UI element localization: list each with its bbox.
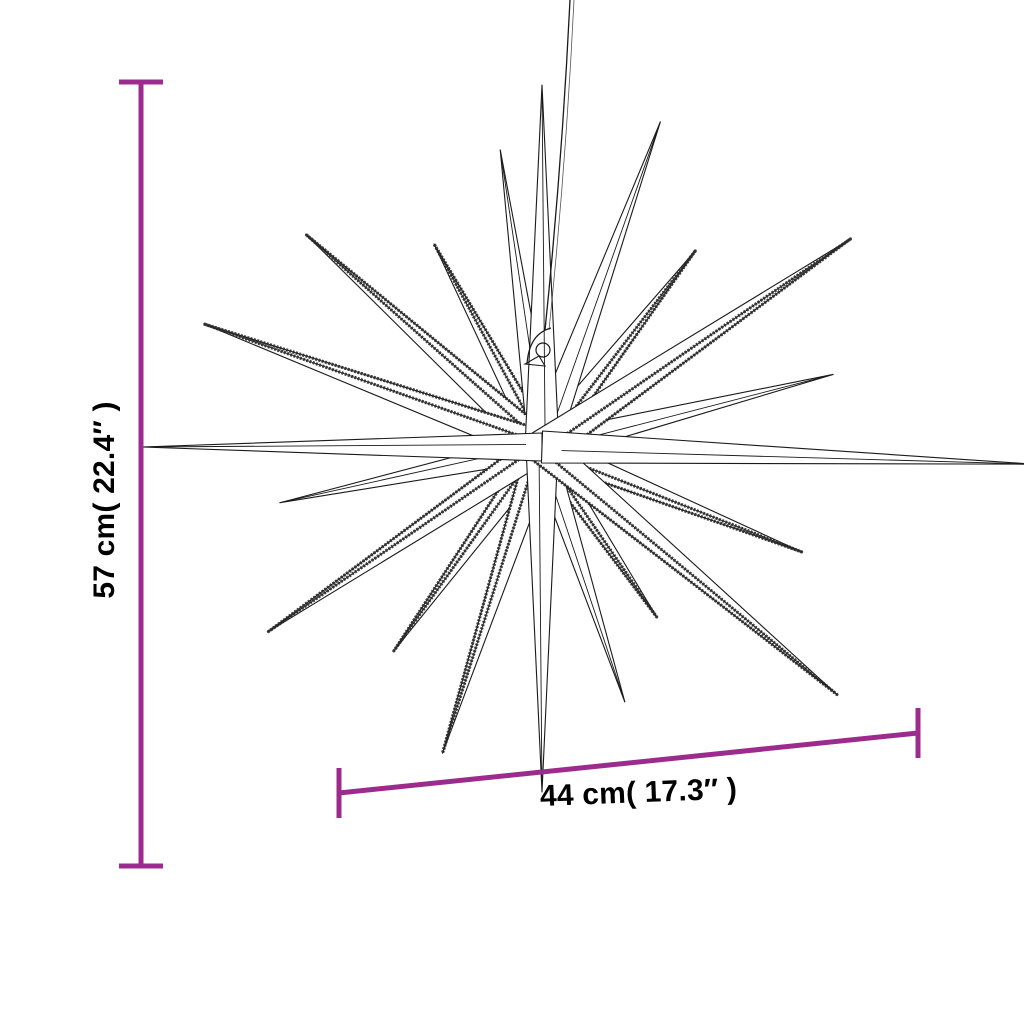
spike-shaded-edge (535, 451, 804, 554)
spike-body (524, 84, 560, 448)
spike-body (540, 430, 1024, 465)
star-spike (540, 430, 1024, 465)
spike-ridge (549, 121, 661, 436)
hanging-cord-highlight (548, 0, 575, 331)
hanging-loop-ring (535, 342, 551, 358)
spike-ridge (141, 444, 527, 448)
spike-ridge (541, 84, 546, 433)
width-dimension-line (338, 730, 919, 796)
moravian-star-illustration (141, 84, 1024, 793)
spike-ridge (542, 457, 626, 703)
spike-ridge (551, 458, 838, 695)
star-spike (524, 84, 560, 448)
spike-shaded-edge (266, 432, 536, 634)
spike-ridge (561, 450, 1024, 465)
star-spike (525, 446, 559, 793)
spike-shaded-edge (432, 242, 555, 443)
height-dimension-label: 57 cm( 22.4″ ) (88, 401, 121, 599)
hanging-loop-arc (526, 327, 552, 365)
dimension-callouts (119, 79, 921, 869)
hanging-cord-line (544, 0, 571, 331)
spike-ridge (268, 451, 530, 632)
star-spike (141, 432, 543, 462)
spike-ridge (538, 460, 543, 793)
spike-ridge (203, 323, 530, 440)
hanging-cord (523, 0, 575, 367)
hanging-loop-bracket (523, 355, 547, 367)
